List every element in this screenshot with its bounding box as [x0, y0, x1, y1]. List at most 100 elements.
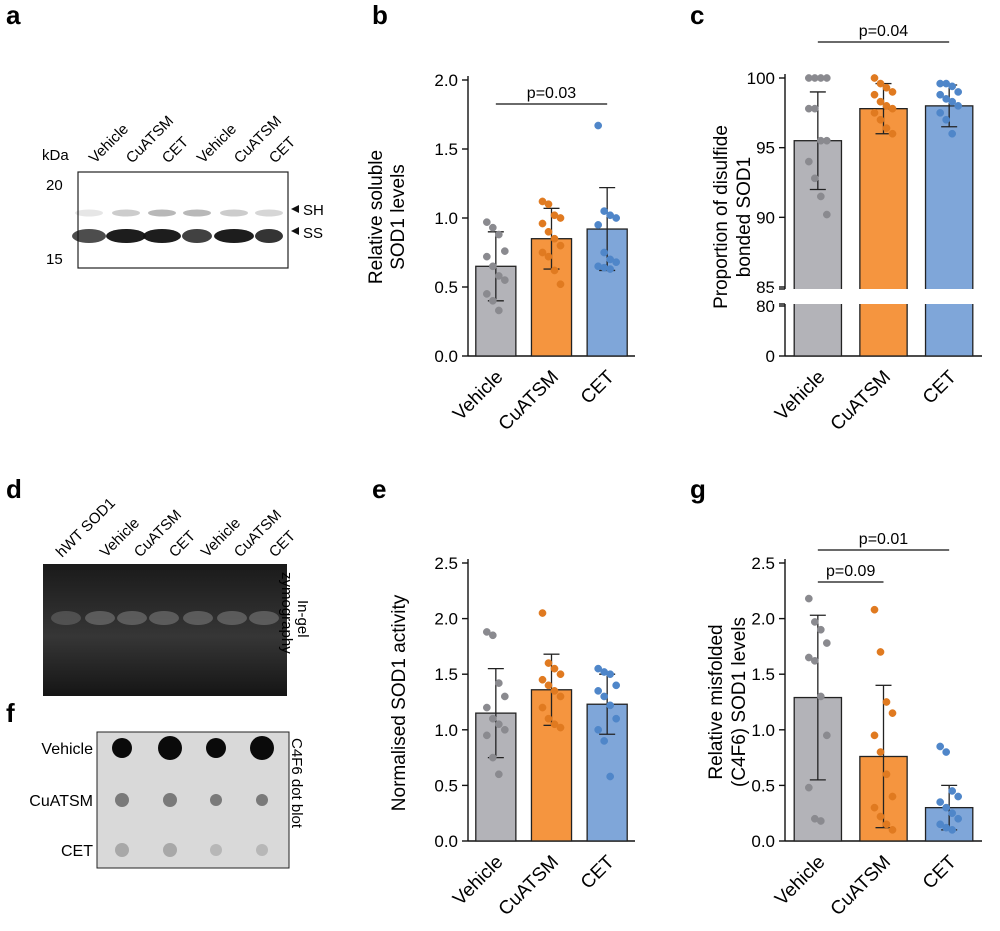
bar — [924, 105, 974, 357]
chart-c-ylabel-line1: Proportion of disulfide — [711, 125, 732, 309]
data-point — [544, 227, 553, 236]
y-tick-label: 0.5 — [434, 278, 458, 297]
panel-letter-f: f — [6, 698, 15, 728]
band-ss-label: SS — [303, 225, 323, 242]
panel-letter-b: b — [372, 0, 388, 30]
data-point — [870, 731, 879, 740]
band-ss — [182, 229, 212, 243]
data-point — [948, 129, 957, 138]
band-ss — [214, 229, 254, 243]
y-tick-label: 1.0 — [434, 209, 458, 228]
y-tick-label: 1.5 — [434, 665, 458, 684]
data-point — [888, 88, 897, 96]
data-point — [822, 639, 831, 647]
kda-label: kDa — [42, 147, 69, 164]
blot-a-membrane — [77, 171, 289, 269]
bar — [859, 108, 908, 357]
data-point — [948, 809, 957, 818]
x-category-label: Vehicle — [771, 367, 829, 425]
arrow-sh-icon — [291, 205, 299, 213]
dot-blot-f: Vehicle CuATSM CET C4F6 dot blot — [29, 731, 305, 869]
data-point — [494, 720, 503, 729]
data-point — [500, 692, 509, 701]
data-point — [954, 814, 963, 823]
y-tick-label: 1.0 — [751, 721, 775, 740]
zymography-band — [249, 611, 279, 625]
data-point — [482, 628, 491, 636]
chart-c-ylabel-line2: bonded SOD1 — [734, 157, 755, 277]
data-point — [488, 631, 497, 640]
y-tick-label: 2.0 — [434, 71, 458, 90]
data-point — [936, 90, 945, 99]
data-point — [822, 136, 831, 145]
zymography-band — [217, 611, 247, 625]
x-category-label: Vehicle — [771, 852, 829, 910]
data-point — [816, 192, 825, 201]
panel-letter-g: g — [690, 474, 706, 504]
blot-a-lane-label: Vehicle — [194, 121, 240, 167]
data-point — [882, 820, 891, 829]
chart-e-ylabel: Normalised SOD1 activity — [389, 594, 410, 811]
dot-blot-dot — [256, 844, 268, 856]
chart-g-ylabel-line2: (C4F6) SOD1 levels — [729, 617, 750, 787]
data-point — [600, 737, 609, 745]
data-point — [606, 670, 615, 679]
data-point — [556, 723, 565, 732]
dot-blot-row-label: CuATSM — [29, 793, 93, 810]
y-tick-label: 2.5 — [434, 554, 458, 573]
data-point — [556, 241, 565, 250]
gel-d-bands — [51, 611, 279, 625]
p-value-label: p=0.01 — [859, 531, 908, 548]
data-point — [804, 157, 813, 166]
zymography-gel-d: hWT SOD1VehicleCuATSMCETVehicleCuATSMCET… — [43, 495, 311, 696]
band-sh — [183, 209, 211, 217]
axis-break — [773, 289, 984, 304]
data-point — [942, 803, 951, 812]
y-tick-label: 2.0 — [751, 610, 775, 629]
data-point — [876, 97, 885, 106]
zymography-label-2: zymography — [278, 572, 295, 654]
y-tick-label: 0.0 — [434, 347, 458, 366]
x-category-label: CuATSM — [495, 852, 563, 920]
data-point — [888, 104, 897, 113]
data-point — [482, 703, 491, 712]
data-point — [538, 219, 547, 228]
data-point — [870, 74, 879, 82]
data-point — [494, 272, 503, 280]
data-point — [550, 687, 559, 695]
dot-blot-dot — [163, 793, 177, 807]
dot-blot-side-label: C4F6 dot blot — [288, 738, 305, 829]
zymography-label-1: In-gel — [294, 600, 311, 638]
data-point — [882, 124, 891, 133]
data-point — [822, 731, 831, 740]
data-point — [494, 230, 503, 239]
data-point — [544, 681, 553, 690]
dot-blot-dot — [206, 738, 226, 758]
x-category-label: CuATSM — [495, 367, 563, 435]
data-point — [876, 648, 885, 656]
data-point — [494, 679, 503, 687]
y-tick-label: 90 — [756, 208, 775, 227]
data-point — [544, 200, 553, 209]
data-point — [822, 74, 831, 82]
data-point — [544, 659, 553, 667]
data-point — [942, 115, 951, 124]
data-point — [500, 247, 509, 255]
data-point — [494, 306, 503, 315]
band-ss — [143, 229, 181, 243]
band-sh — [112, 209, 140, 217]
dot-blot-dot — [210, 844, 222, 856]
data-point — [556, 280, 565, 289]
dot-blot-dot — [250, 736, 274, 760]
y-tick-label: 100 — [747, 69, 775, 88]
y-tick-label: 0.0 — [434, 832, 458, 851]
data-point — [556, 214, 565, 222]
data-point — [888, 129, 897, 138]
data-point — [594, 121, 603, 130]
panel-letter-d: d — [6, 474, 22, 504]
y-tick-label: 2.5 — [751, 554, 775, 573]
